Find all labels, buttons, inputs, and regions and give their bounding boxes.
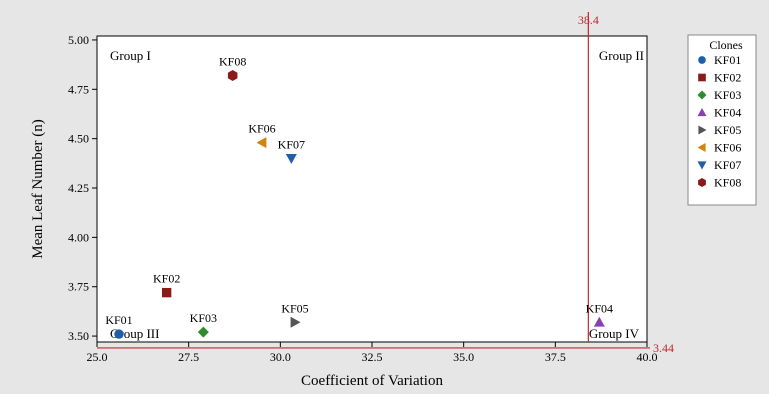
data-label-kf07: KF07 [278, 137, 305, 151]
y-tick-label: 3.50 [68, 329, 89, 343]
x-tick-label: 35.0 [453, 350, 474, 364]
group-annotation: Group II [599, 48, 644, 63]
data-point-kf03 [197, 326, 209, 338]
data-label-kf08: KF08 [219, 54, 246, 68]
y-axis-label: Mean Leaf Number (n) [30, 119, 46, 259]
data-point-kf07 [285, 154, 297, 164]
vertical-reference-label: 38.4 [578, 13, 599, 27]
legend-marker-kf06 [697, 143, 706, 152]
x-tick-label: 27.5 [178, 350, 199, 364]
y-tick-label: 4.00 [68, 230, 89, 244]
legend-entry-label: KF04 [714, 106, 741, 120]
legend-marker-kf02 [698, 73, 706, 82]
legend-marker-kf04 [697, 108, 707, 117]
legend-box [687, 34, 757, 206]
y-tick-label: 3.75 [68, 280, 89, 294]
legend-entry-label: KF05 [714, 123, 741, 137]
legend-entry-label: KF01 [714, 53, 741, 67]
plot-area [96, 35, 648, 343]
y-tick-label: 5.00 [68, 33, 89, 47]
legend-entry-label: KF08 [714, 176, 741, 190]
data-label-kf02: KF02 [153, 272, 180, 286]
data-label-kf06: KF06 [248, 122, 275, 136]
y-tick-label: 4.50 [68, 132, 89, 146]
data-label-kf04: KF04 [586, 301, 613, 315]
legend-marker-kf05 [698, 125, 707, 135]
x-tick-label: 30.0 [270, 350, 291, 364]
horizontal-reference-label: 3.44 [653, 341, 674, 355]
y-tick-label: 4.75 [68, 82, 89, 96]
chart-marks: 25.0 27.5 30.0 32.5 35.0 37.5 40.0 3.50 3.75 4.00… [68, 12, 674, 364]
legend-marker-kf03 [697, 90, 707, 100]
y-tick-label: 4.25 [68, 181, 89, 195]
x-tick-label: 40.0 [637, 350, 658, 364]
legend-title: Clones [709, 38, 743, 52]
legend-entry-label: KF06 [714, 141, 741, 155]
legend: Clones KF01 KF02 KF03 KF04 KF05 KF06 KF07 KF08 [687, 34, 757, 206]
data-point-kf08 [227, 69, 238, 81]
group-annotation: Group IV [589, 326, 640, 341]
legend-entry-label: KF07 [714, 158, 741, 172]
data-label-kf05: KF05 [281, 301, 308, 315]
data-label-kf01: KF01 [105, 313, 132, 327]
data-point-kf05 [290, 316, 301, 328]
legend-marker-kf01 [698, 56, 706, 64]
data-point-kf01 [114, 329, 124, 339]
data-point-kf06 [256, 137, 267, 149]
legend-entry-label: KF02 [714, 71, 741, 85]
data-point-kf04 [593, 316, 605, 327]
x-axis-label: Coefficient of Variation [301, 373, 443, 389]
data-point-kf02 [161, 287, 172, 298]
group-annotation: Group I [110, 48, 151, 63]
x-tick-label: 37.5 [545, 350, 566, 364]
x-tick-label: 32.5 [362, 350, 383, 364]
legend-entry-label: KF03 [714, 88, 741, 102]
x-tick-label: 25.0 [87, 350, 108, 364]
legend-marker-kf07 [697, 161, 707, 170]
legend-marker-kf08 [698, 178, 706, 187]
data-label-kf03: KF03 [190, 311, 217, 325]
